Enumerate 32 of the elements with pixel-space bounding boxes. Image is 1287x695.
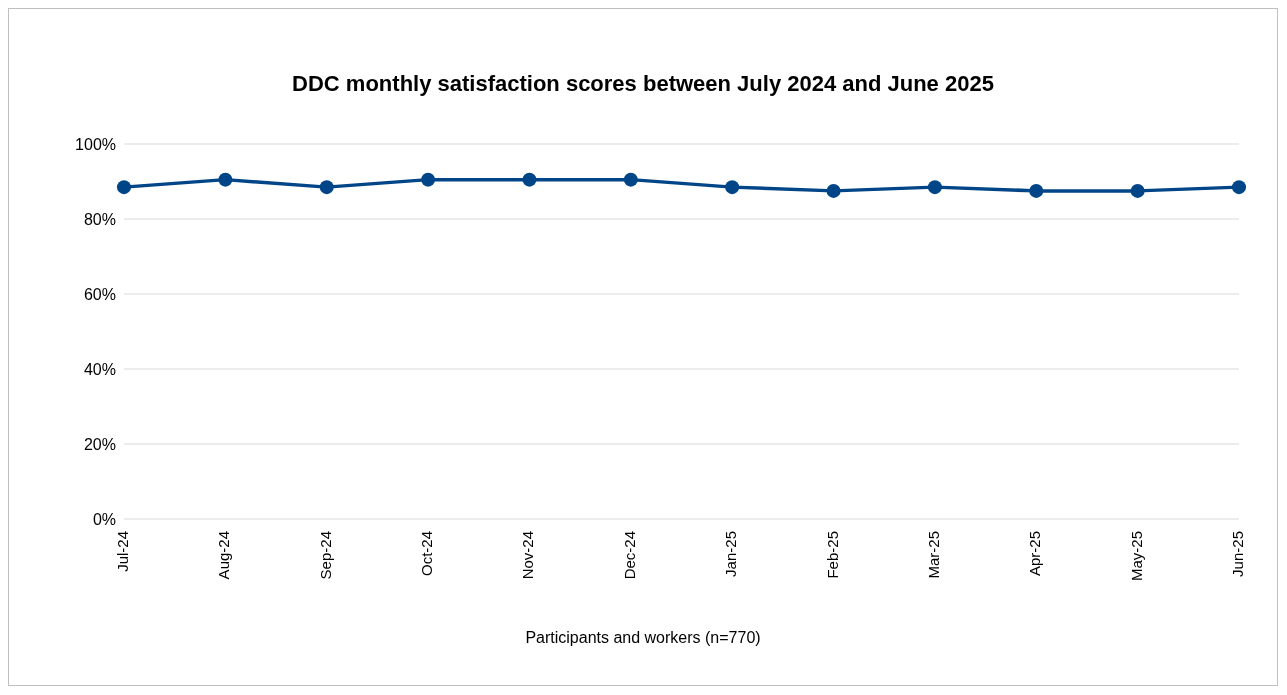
point: [1130, 183, 1145, 198]
x-tick-label: Apr-25: [1026, 531, 1044, 577]
point: [421, 172, 436, 187]
point: [927, 180, 942, 195]
point: [522, 172, 537, 187]
x-tick-label: Jun-25: [1228, 531, 1246, 577]
chart-title: DDC monthly satisfaction scores between July 2024 and June 2025: [291, 71, 995, 97]
y-tick-label: 20%: [83, 435, 116, 453]
point: [1029, 183, 1044, 198]
y-tick-label: 80%: [83, 210, 116, 228]
x-tick-label: Oct-24: [418, 531, 436, 577]
y-tick-label: 40%: [83, 360, 116, 378]
x-tick-label: Jan-25: [722, 531, 740, 577]
x-tick-label: May-25: [1127, 531, 1145, 582]
point: [117, 180, 131, 195]
x-tick-label: Aug-24: [215, 531, 233, 580]
x-tick-label: Mar-25: [924, 531, 942, 579]
y-tick-label: 60%: [83, 285, 116, 303]
point: [826, 183, 841, 198]
x-tick-label: Dec-24: [620, 531, 638, 580]
y-tick-label: 0%: [92, 510, 116, 528]
point: [623, 172, 638, 187]
point: [1232, 180, 1246, 195]
x-axis-title: Participants and workers (n=770): [524, 629, 762, 647]
point: [725, 180, 740, 195]
point: [319, 180, 334, 195]
y-tick-label: 100%: [75, 135, 116, 153]
x-tick-label: Sep-24: [316, 531, 334, 580]
point: [218, 172, 233, 187]
x-tick-label: Nov-24: [519, 531, 537, 580]
x-tick-label: Feb-25: [823, 531, 841, 579]
x-tick-label: Jul-24: [113, 531, 131, 572]
